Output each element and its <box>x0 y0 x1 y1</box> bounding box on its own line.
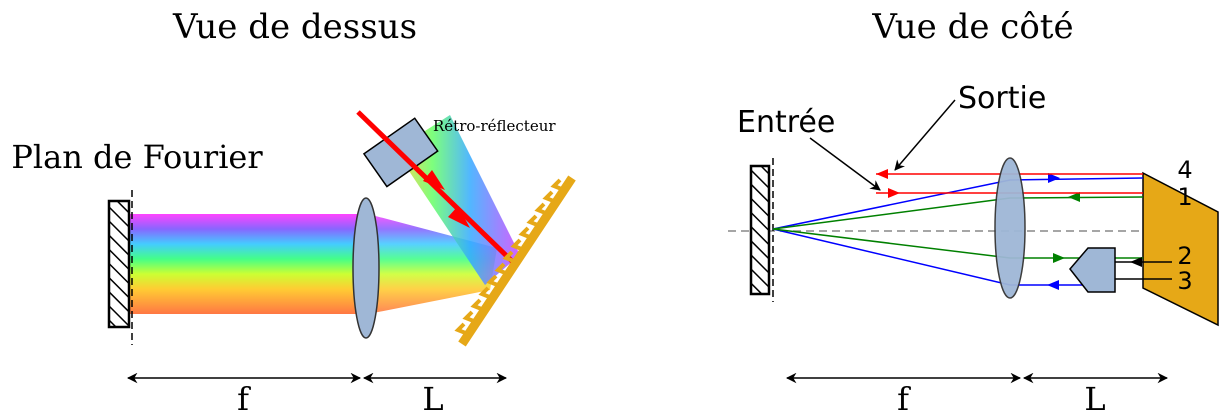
side-fourier-mirror <box>749 164 771 296</box>
beam-number-3: 3 <box>1177 267 1192 295</box>
black-rays <box>1115 257 1172 280</box>
fourier-plane-mirror <box>107 199 131 329</box>
spectral-beam <box>128 214 368 314</box>
lens-right <box>994 157 1026 299</box>
output-pointer <box>894 99 956 171</box>
beam-number-1: 1 <box>1177 183 1192 211</box>
left-panel-title: Vue de dessus <box>172 7 417 47</box>
right-panel: Vue de côté <box>728 7 1219 416</box>
side-dim-label-f: f <box>897 380 911 416</box>
input-label: Entrée <box>737 105 835 140</box>
output-label: Sortie <box>958 81 1046 116</box>
fourier-plane-label: Plan de Fourier <box>11 138 263 176</box>
red-arrow-down <box>448 206 470 228</box>
side-dim-label-L: L <box>1084 380 1105 416</box>
retroreflector-label: Rétro-réflecteur <box>433 117 556 135</box>
beam-number-2: 2 <box>1177 242 1192 270</box>
beam-number-4: 4 <box>1177 156 1192 184</box>
side-retroreflector <box>1069 247 1116 293</box>
right-panel-title: Vue de côté <box>871 7 1073 47</box>
grating-block <box>1142 171 1219 327</box>
red-beam <box>356 110 518 267</box>
converging-beam <box>368 214 497 314</box>
dim-label-L: L <box>422 380 443 416</box>
diffraction-grating <box>454 175 576 347</box>
red-arrow-up <box>423 170 445 190</box>
lens-left <box>352 197 380 339</box>
dim-label-f: f <box>237 380 251 416</box>
left-panel: Vue de dessus Plan de Fourier Rétro-réfl… <box>11 7 576 416</box>
input-pointer <box>809 137 881 191</box>
